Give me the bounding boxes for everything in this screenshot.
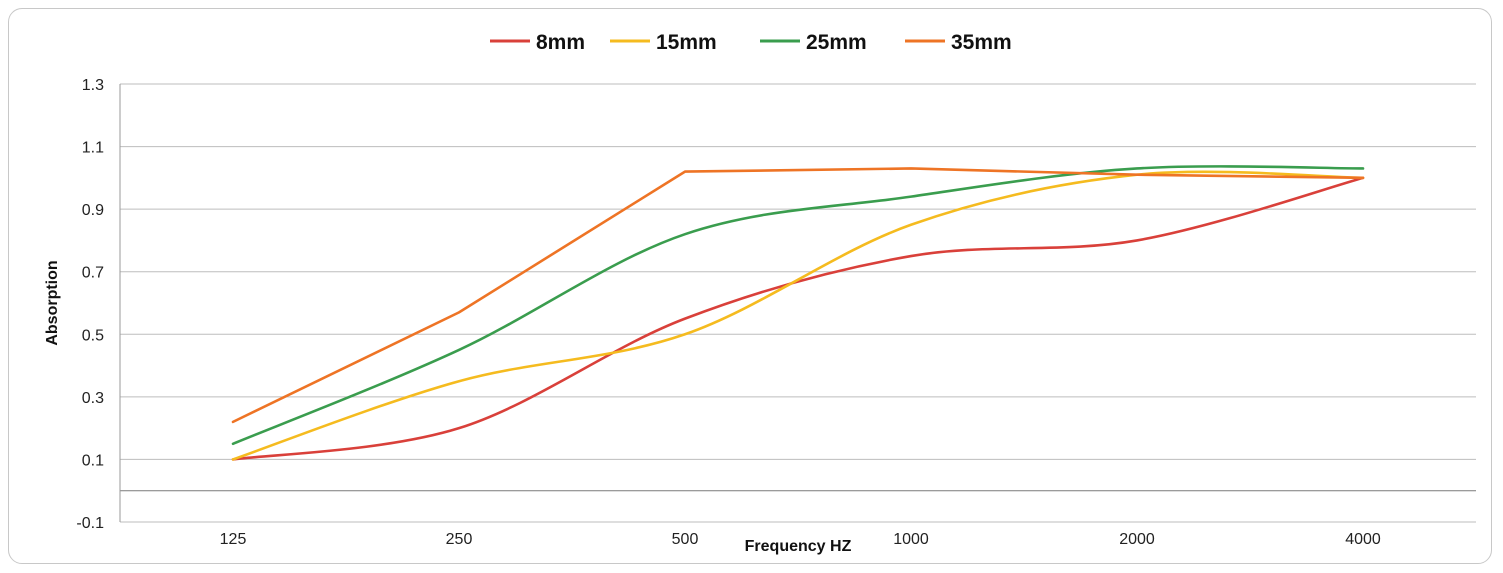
x-axis-title: Frequency HZ [745, 538, 852, 555]
y-tick-labels: -0.1 0.1 0.3 0.5 0.7 0.9 1.1 1.3 [76, 77, 104, 532]
y-tick-label: 0.5 [82, 327, 104, 344]
legend-label: 8mm [536, 31, 585, 54]
legend-label: 25mm [806, 31, 867, 54]
legend-label: 35mm [951, 31, 1012, 54]
y-tick-label: 1.1 [82, 140, 104, 157]
y-tick-label: 0.3 [82, 390, 104, 407]
y-tick-label: 0.9 [82, 202, 104, 219]
series-line-35mm [231, 167, 1365, 424]
legend: 8mm 15mm 25mm 35mm [490, 31, 1012, 54]
x-tick-labels: 125 250 500 1000 2000 4000 [220, 531, 1381, 548]
x-tick-label: 500 [672, 531, 699, 548]
y-tick-label: 0.1 [82, 452, 104, 469]
x-tick-label: 1000 [893, 531, 929, 548]
legend-label: 15mm [656, 31, 717, 54]
grid-lines [119, 83, 1476, 523]
x-tick-label: 125 [220, 531, 247, 548]
series-line-15mm [231, 170, 1365, 461]
x-tick-label: 2000 [1119, 531, 1155, 548]
chart-frame [8, 8, 1492, 564]
y-tick-label: 1.3 [82, 77, 104, 94]
x-tick-label: 4000 [1345, 531, 1381, 548]
series-line-25mm [231, 165, 1365, 446]
series-lines [231, 165, 1365, 461]
y-axis-title: Absorption [44, 260, 61, 345]
x-tick-label: 250 [446, 531, 473, 548]
series-line-8mm [231, 176, 1365, 461]
y-tick-label: 0.7 [82, 265, 104, 282]
y-tick-label: -0.1 [76, 515, 104, 532]
